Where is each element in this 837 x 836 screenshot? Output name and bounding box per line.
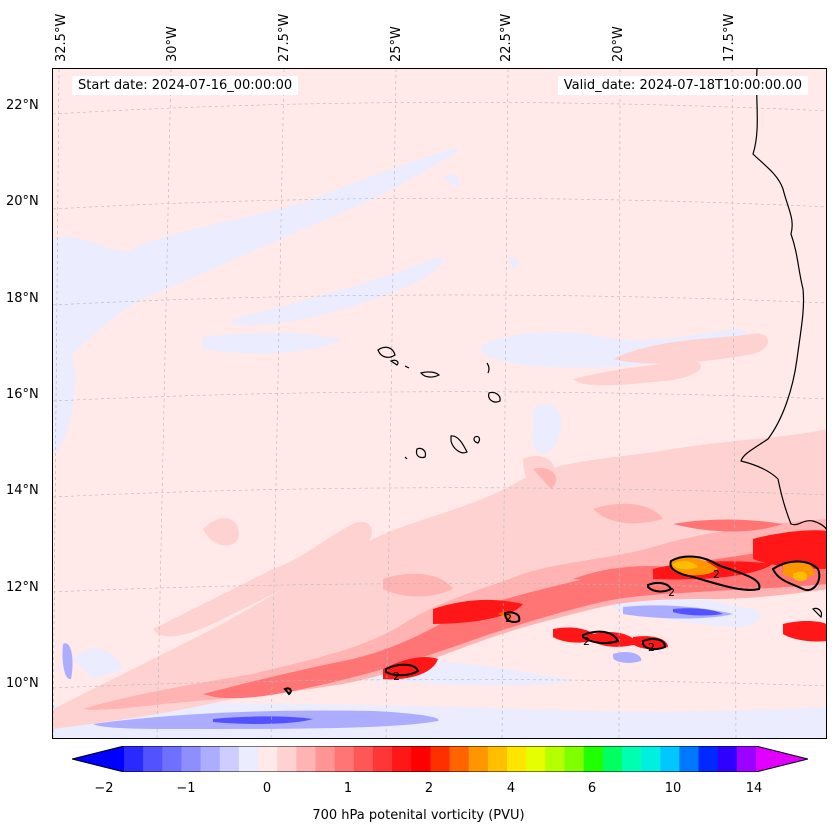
lon-label-20w: 20°W [611, 26, 626, 62]
lat-label-22n: 22°N [6, 98, 39, 113]
colorbar-cell [564, 746, 585, 772]
colorbar [72, 746, 808, 772]
colorbar-cell [334, 746, 355, 772]
lat-label-18n: 18°N [6, 291, 39, 306]
colorbar-tick-label: 2 [424, 781, 434, 796]
colorbar-cell [468, 746, 489, 772]
colorbar-cell [449, 746, 470, 772]
colorbar-cell [372, 746, 393, 772]
colorbar-cell [621, 746, 642, 772]
colorbar-cell [717, 746, 738, 772]
cape-verde-santiago [450, 435, 468, 454]
colorbar-cell [200, 746, 221, 772]
contour-label: 2 [668, 586, 675, 599]
lon-label-30w: 30°W [165, 26, 180, 62]
colorbar-cell [583, 746, 604, 772]
start-date-label: Start date: 2024-07-16_00:00:00 [72, 76, 299, 95]
colorbar-cell [698, 746, 719, 772]
colorbar-cell [660, 746, 680, 772]
colorbar-extend-high-arrow [756, 746, 808, 772]
cape-verde-sal [486, 362, 490, 374]
colorbar-cell [641, 746, 661, 772]
colorbar-tick-label: −1 [176, 781, 196, 796]
colorbar-cell [219, 746, 240, 772]
lat-label-12n: 12°N [6, 580, 39, 595]
contour-label: 2 [713, 568, 720, 581]
cape-verde-fogo [415, 447, 427, 459]
colorbar-cell [162, 746, 182, 772]
colorbar-cell [277, 746, 297, 772]
lat-label-20n: 20°N [6, 194, 39, 209]
lat-label-16n: 16°N [6, 387, 39, 402]
colorbar-cell [679, 746, 700, 772]
colorbar-tick-label: 1 [343, 781, 353, 796]
cape-verde-sao-nicolau [419, 371, 441, 378]
colorbar-cell [411, 746, 431, 772]
colorbar-tick-label: 4 [506, 781, 516, 796]
africa-coast [740, 69, 826, 530]
colorbar-tick-label: 6 [587, 781, 597, 796]
colorbar-tick-label: −2 [94, 781, 114, 796]
colorbar-cell [507, 746, 527, 772]
cape-verde-sao-vicente [389, 359, 399, 366]
lon-label-25w: 25°W [389, 26, 404, 62]
contour-label: 2 [648, 641, 655, 654]
colorbar-cell [736, 746, 757, 772]
cape-verde-brava [404, 456, 408, 460]
valid-date-label: Valid_date: 2024-07-18T10:00:00.00 [557, 76, 808, 95]
map-panel: 2 2 2 2 2 2 [52, 68, 827, 739]
colorbar-cell [181, 746, 202, 772]
colorbar-cell [526, 746, 546, 772]
colorbar-cell [602, 746, 623, 772]
lat-label-10n: 10°N [6, 676, 39, 691]
pv-blue-cores [62, 605, 733, 729]
colorbar-tick-label: 14 [745, 781, 763, 796]
contour-label: 2 [583, 635, 590, 648]
graticule [53, 69, 826, 738]
lon-label-27-5w: 27.5°W [277, 13, 292, 62]
colorbar-tick-label: 10 [664, 781, 682, 796]
colorbar-cell [545, 746, 565, 772]
low-pv-patches [53, 147, 826, 738]
colorbar-cell [353, 746, 374, 772]
colorbar-cell [124, 746, 144, 772]
colorbar-cell [143, 746, 163, 772]
pv2-contours [283, 555, 821, 696]
contour-label: 2 [505, 612, 512, 625]
lon-label-32-5w: 32.5°W [54, 13, 69, 62]
cape-verde-santo-antao [377, 346, 396, 358]
colorbar-cell [392, 746, 412, 772]
bijagos [811, 607, 823, 619]
colorbar-cell [487, 746, 508, 772]
coastlines [377, 69, 826, 619]
lon-label-22-5w: 22.5°W [499, 13, 514, 62]
colorbar-cell [258, 746, 278, 772]
colorbar-tick-label: 0 [262, 781, 272, 796]
cape-verde-maio [473, 435, 481, 444]
cape-verde-santa-luzia [404, 365, 410, 369]
lat-label-14n: 14°N [6, 483, 39, 498]
colorbar-cell [238, 746, 259, 772]
pv-hot-spots [498, 557, 815, 619]
pv-field-svg: 2 2 2 2 2 2 [53, 69, 826, 738]
colorbar-title: 700 hPa potenital vorticity (PVU) [312, 808, 525, 823]
cape-verde-boa-vista [488, 391, 501, 403]
contour-label: 2 [393, 670, 400, 683]
colorbar-extend-low-arrow [72, 746, 124, 772]
colorbar-cell [430, 746, 451, 772]
colorbar-cell [296, 746, 317, 772]
lon-label-17-5w: 17.5°W [722, 13, 737, 62]
contour-label-group: 2 2 2 2 2 2 [393, 568, 720, 683]
colorbar-cell [315, 746, 336, 772]
colorbar-cells [124, 746, 757, 772]
